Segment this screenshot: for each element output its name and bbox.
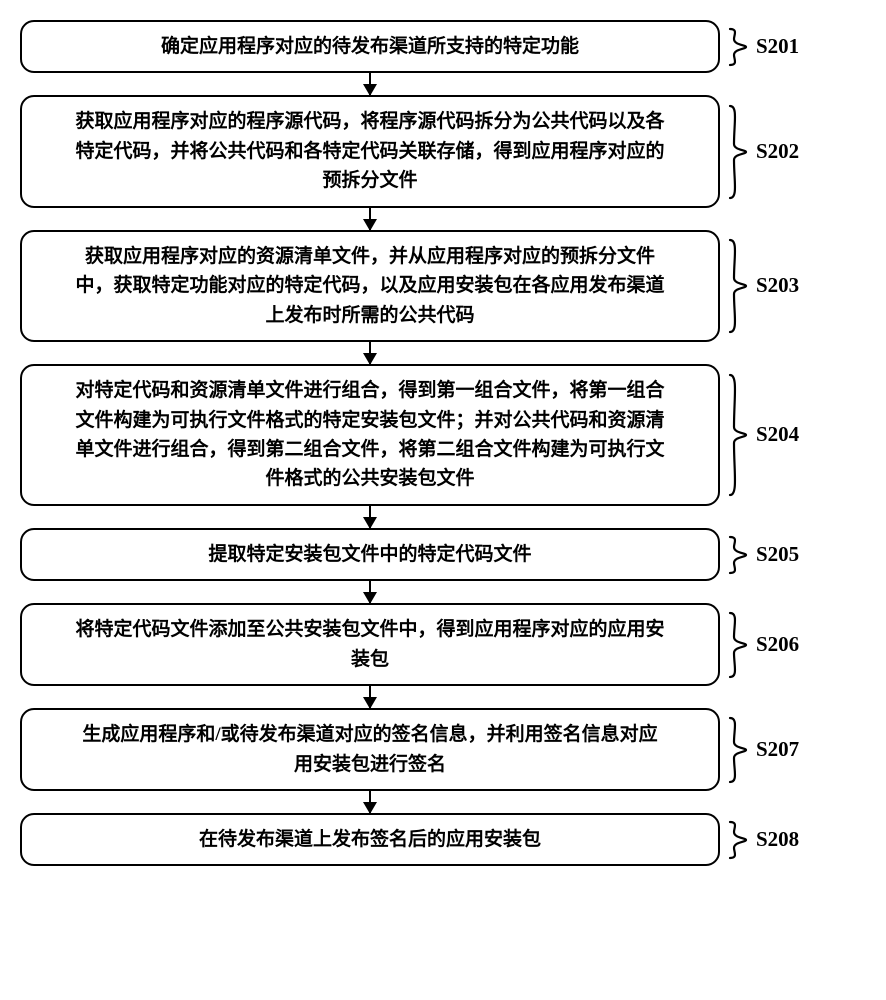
brace — [724, 716, 750, 784]
node-text-line: 确定应用程序对应的待发布渠道所支持的特定功能 — [38, 32, 702, 61]
brace — [724, 820, 750, 860]
flow-row: 将特定代码文件添加至公共安装包文件中，得到应用程序对应的应用安装包 S206 — [20, 603, 866, 686]
node-text-line: 将特定代码文件添加至公共安装包文件中，得到应用程序对应的应用安 — [38, 615, 702, 644]
arrow-connector — [20, 342, 720, 364]
node-text-line: 装包 — [38, 645, 702, 674]
node-text-line: 中，获取特定功能对应的特定代码，以及应用安装包在各应用发布渠道 — [38, 271, 702, 300]
node-text-line: 提取特定安装包文件中的特定代码文件 — [38, 540, 702, 569]
flow-row: 提取特定安装包文件中的特定代码文件 S205 — [20, 528, 866, 581]
node-text-line: 对特定代码和资源清单文件进行组合，得到第一组合文件，将第一组合 — [38, 376, 702, 405]
flow-node: 确定应用程序对应的待发布渠道所支持的特定功能 — [20, 20, 720, 73]
brace — [724, 611, 750, 679]
arrow-connector — [20, 208, 720, 230]
node-text-line: 文件构建为可执行文件格式的特定安装包文件；并对公共代码和资源清 — [38, 406, 702, 435]
brace — [724, 373, 750, 497]
arrow-connector — [20, 506, 720, 528]
flow-node: 提取特定安装包文件中的特定代码文件 — [20, 528, 720, 581]
flow-row: 对特定代码和资源清单文件进行组合，得到第一组合文件，将第一组合文件构建为可执行文… — [20, 364, 866, 506]
node-text-line: 用安装包进行签名 — [38, 750, 702, 779]
arrow-connector — [20, 73, 720, 95]
flow-row: 在待发布渠道上发布签名后的应用安装包 S208 — [20, 813, 866, 866]
node-text-line: 获取应用程序对应的资源清单文件，并从应用程序对应的预拆分文件 — [38, 242, 702, 271]
node-text-line: 在待发布渠道上发布签名后的应用安装包 — [38, 825, 702, 854]
step-label: S202 — [756, 139, 799, 164]
flowchart-container: 确定应用程序对应的待发布渠道所支持的特定功能 S201 获取应用程序对应的程序源代… — [20, 20, 866, 866]
arrow-connector — [20, 581, 720, 603]
step-label: S203 — [756, 273, 799, 298]
flow-node: 获取应用程序对应的资源清单文件，并从应用程序对应的预拆分文件中，获取特定功能对应… — [20, 230, 720, 342]
flow-row: 获取应用程序对应的程序源代码，将程序源代码拆分为公共代码以及各特定代码，并将公共… — [20, 95, 866, 207]
node-text-line: 上发布时所需的公共代码 — [38, 301, 702, 330]
step-label: S204 — [756, 422, 799, 447]
step-label: S201 — [756, 34, 799, 59]
flow-node: 将特定代码文件添加至公共安装包文件中，得到应用程序对应的应用安装包 — [20, 603, 720, 686]
step-label: S207 — [756, 737, 799, 762]
brace — [724, 27, 750, 67]
node-text-line: 预拆分文件 — [38, 166, 702, 195]
node-text-line: 特定代码，并将公共代码和各特定代码关联存储，得到应用程序对应的 — [38, 137, 702, 166]
flow-row: 获取应用程序对应的资源清单文件，并从应用程序对应的预拆分文件中，获取特定功能对应… — [20, 230, 866, 342]
brace — [724, 238, 750, 334]
step-label: S208 — [756, 827, 799, 852]
arrow-connector — [20, 791, 720, 813]
flow-node: 对特定代码和资源清单文件进行组合，得到第一组合文件，将第一组合文件构建为可执行文… — [20, 364, 720, 506]
brace — [724, 535, 750, 575]
flow-node: 生成应用程序和/或待发布渠道对应的签名信息，并利用签名信息对应用安装包进行签名 — [20, 708, 720, 791]
node-text-line: 获取应用程序对应的程序源代码，将程序源代码拆分为公共代码以及各 — [38, 107, 702, 136]
arrow-connector — [20, 686, 720, 708]
flow-row: 确定应用程序对应的待发布渠道所支持的特定功能 S201 — [20, 20, 866, 73]
flow-node: 在待发布渠道上发布签名后的应用安装包 — [20, 813, 720, 866]
node-text-line: 生成应用程序和/或待发布渠道对应的签名信息，并利用签名信息对应 — [38, 720, 702, 749]
flow-row: 生成应用程序和/或待发布渠道对应的签名信息，并利用签名信息对应用安装包进行签名 … — [20, 708, 866, 791]
flow-node: 获取应用程序对应的程序源代码，将程序源代码拆分为公共代码以及各特定代码，并将公共… — [20, 95, 720, 207]
node-text-line: 单文件进行组合，得到第二组合文件，将第二组合文件构建为可执行文 — [38, 435, 702, 464]
step-label: S206 — [756, 632, 799, 657]
step-label: S205 — [756, 542, 799, 567]
brace — [724, 104, 750, 200]
node-text-line: 件格式的公共安装包文件 — [38, 464, 702, 493]
